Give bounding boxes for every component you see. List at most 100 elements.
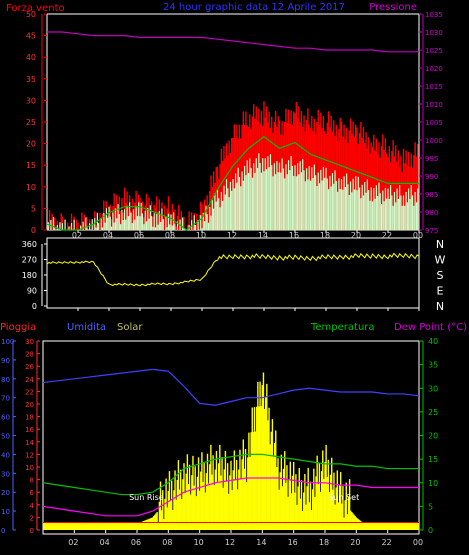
- wind-axis-tick-label: 25: [26, 118, 36, 127]
- temperature-axis-tick-label: 20: [428, 432, 438, 441]
- lower-x-tick-label: 14: [256, 538, 266, 547]
- lower-x-tick-label: 10: [194, 538, 204, 547]
- direction-cardinal-label: N: [436, 238, 444, 251]
- direction-cardinal-label: N: [436, 300, 444, 313]
- wind-x-tick-label: 06: [134, 231, 144, 240]
- wind-x-tick-label: 16: [289, 231, 299, 240]
- rain-axis-tick-label: 22: [25, 388, 34, 396]
- pressure-axis-tick-label: 1035: [425, 11, 443, 19]
- wind-axis-tick-label: 15: [26, 161, 36, 170]
- lower-x-tick-label: 20: [350, 538, 360, 547]
- temperature-axis-tick-label: 15: [428, 455, 438, 464]
- wind-x-tick-label: 18: [320, 231, 330, 240]
- top-left-title: Forza vento: [6, 3, 65, 14]
- pressure-axis-tick-label: 1005: [425, 119, 443, 127]
- wind-axis-tick-label: 20: [26, 140, 36, 149]
- pressure-axis-tick-label: 1015: [425, 83, 443, 91]
- lower-label-dew-point: Dew Point (°C): [394, 322, 467, 333]
- wind-x-tick-label: 08: [165, 231, 175, 240]
- temperature-axis-tick-label: 30: [428, 384, 438, 393]
- humidity-axis-tick-label: 100: [1, 338, 14, 346]
- lower-x-tick-label: 22: [382, 538, 392, 547]
- humidity-axis-tick-label: 0: [1, 527, 5, 535]
- direction-layer: [46, 252, 420, 287]
- wind-axis-tick-label: 35: [26, 75, 36, 84]
- wind-average-line: [46, 135, 419, 231]
- humidity-axis-tick-label: 80: [1, 376, 10, 384]
- rain-axis-tick-label: 12: [25, 451, 34, 459]
- direction-cardinal-label: E: [437, 285, 444, 298]
- pressure-axis-tick-label: 995: [425, 155, 438, 163]
- direction-axis-tick-label: 0: [32, 302, 37, 311]
- temperature-axis-tick-label: 5: [428, 502, 433, 511]
- lower-x-tick-label: 16: [288, 538, 298, 547]
- top-right-title: Pressione: [369, 2, 417, 13]
- rain-axis-tick-label: 4: [30, 502, 35, 510]
- humidity-temp-plot-frame: [42, 340, 420, 535]
- direction-cardinal-label: W: [435, 254, 446, 267]
- wind-axis-tick-label: 0: [31, 226, 36, 235]
- humidity-axis-tick-label: 50: [1, 433, 10, 441]
- rain-axis-tick-label: 26: [25, 363, 34, 371]
- lower-label-umidita: Umidita: [67, 322, 106, 333]
- temperature-axis-tick-label: 40: [428, 337, 438, 346]
- direction-axis-tick-label: 180: [22, 271, 37, 280]
- lower-x-tick-label: 08: [162, 538, 172, 547]
- pressure-axis-tick-label: 990: [425, 173, 438, 181]
- rain-axis-tick-label: 10: [25, 464, 34, 472]
- humidity-axis-tick-label: 40: [1, 451, 10, 459]
- wind-axis-tick-label: 5: [31, 204, 36, 213]
- sun-set-label: Sun Set: [328, 493, 359, 502]
- humidity-axis-tick-label: 70: [1, 395, 10, 403]
- axes-layer: 0510152025303540455097598098599099510001…: [1, 10, 446, 547]
- rain-axis-tick-label: 24: [25, 376, 34, 384]
- pressure-axis-tick-label: 1000: [425, 137, 443, 145]
- rain-axis-tick-label: 30: [25, 338, 34, 346]
- rain-axis-tick-label: 2: [30, 514, 34, 522]
- sun-rise-label: Sun Rise: [129, 493, 164, 502]
- temperature-axis-tick-label: 35: [428, 361, 438, 370]
- pressure-axis-tick-label: 1020: [425, 65, 443, 73]
- lower-label-solar: Solar: [117, 322, 143, 333]
- lower-label-temperatura: Temperatura: [310, 322, 375, 333]
- wind-x-tick-label: 04: [103, 231, 113, 240]
- chart-title: 24 hour graphic data 12 Aprile 2017: [163, 2, 345, 13]
- rain-axis-tick-label: 28: [25, 351, 34, 359]
- wind-axis-tick-label: 45: [26, 32, 36, 41]
- wind-axis-tick-label: 40: [26, 53, 36, 62]
- wind-x-tick-label: 14: [258, 231, 268, 240]
- rain-axis-tick-label: 0: [30, 527, 34, 535]
- pressure-axis-tick-label: 1025: [425, 47, 443, 55]
- pressure-line: [47, 31, 419, 53]
- humidity-axis-tick-label: 20: [1, 489, 10, 497]
- pressure-axis-tick-label: 1030: [425, 29, 443, 37]
- rain-baseline-band: [43, 522, 419, 530]
- lower-x-tick-label: 18: [319, 538, 329, 547]
- temperature-axis-tick-label: 25: [428, 408, 438, 417]
- wind-x-tick-label: 20: [351, 231, 361, 240]
- lower-label-pioggia: Pioggia: [0, 322, 36, 333]
- wind-axis-tick-label: 10: [26, 183, 36, 192]
- wind-x-tick-label: 10: [196, 231, 206, 240]
- wind-x-tick-label: 02: [72, 231, 82, 240]
- rain-axis-tick-label: 6: [30, 489, 35, 497]
- humidity-axis-tick-label: 30: [1, 470, 10, 478]
- dew-point-line: [42, 477, 419, 517]
- rain-axis-tick-label: 14: [25, 439, 34, 447]
- lower-x-tick-label: 04: [100, 538, 110, 547]
- wind-x-tick-label: 22: [382, 231, 392, 240]
- wind-x-tick-label: 12: [227, 231, 237, 240]
- direction-axis-tick-label: 360: [22, 240, 37, 249]
- direction-axis-tick-label: 270: [22, 256, 37, 265]
- lower-x-tick-label: 02: [68, 538, 78, 547]
- wind-axis-tick-label: 30: [26, 96, 36, 105]
- humidity-axis-tick-label: 90: [1, 357, 10, 365]
- temperature-axis-tick-label: 0: [428, 526, 433, 535]
- pressure-axis-tick-label: 975: [425, 227, 438, 235]
- lower-x-tick-label: 12: [225, 538, 235, 547]
- rain-axis-tick-label: 18: [25, 414, 34, 422]
- rain-axis-tick-label: 16: [25, 426, 34, 434]
- temperature-line: [42, 453, 419, 496]
- temperature-axis-tick-label: 10: [428, 479, 438, 488]
- pressure-axis-tick-label: 985: [425, 191, 438, 199]
